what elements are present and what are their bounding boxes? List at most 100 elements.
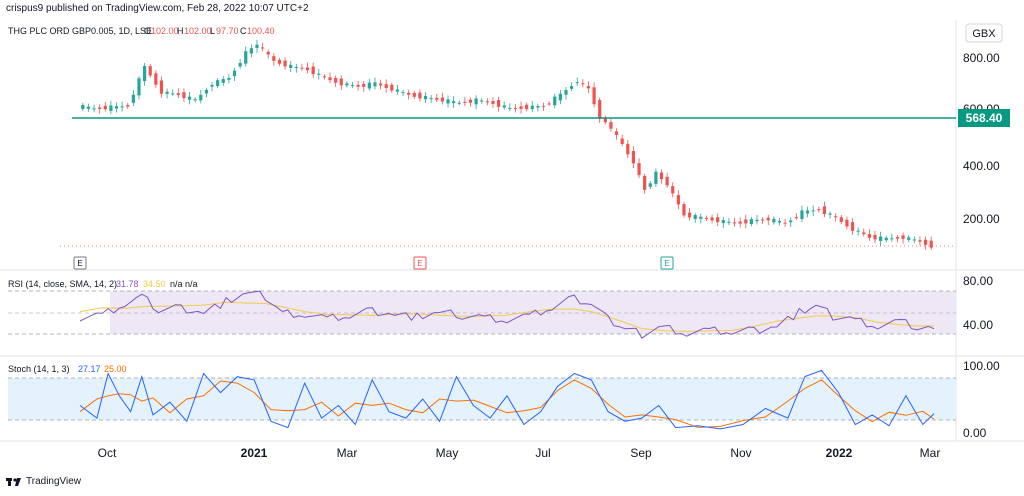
event-markers[interactable]: E E E [73, 256, 674, 270]
candle-body [822, 206, 827, 215]
candle-body [244, 51, 248, 64]
price-axis: 800.00 600.00 400.00 200.00 [963, 51, 1000, 226]
candle-body [373, 82, 377, 87]
candle-body [384, 84, 388, 89]
candle-body [193, 99, 197, 101]
candle-body [143, 66, 147, 82]
candle-body [901, 235, 905, 239]
candle-body [867, 233, 871, 238]
candle-body [81, 105, 85, 110]
pane-dividers [0, 20, 1024, 442]
candle-body [918, 240, 922, 242]
time-tick-label: 2021 [241, 446, 268, 460]
candle-body [210, 85, 214, 87]
candle-body [474, 98, 478, 105]
candle-body [541, 105, 546, 107]
hline-price-tag [958, 109, 1010, 127]
candle-body [671, 186, 675, 194]
candle-body [525, 104, 529, 110]
currency-box[interactable] [965, 23, 1003, 43]
candle-body [485, 101, 489, 103]
candle-body [873, 234, 877, 240]
candle-body [131, 94, 135, 103]
candle-body [682, 204, 686, 216]
price-candles [81, 39, 933, 250]
candle-body [626, 143, 630, 155]
candle-body [480, 100, 484, 102]
candle-body [339, 78, 343, 86]
candle-body [794, 217, 798, 219]
candle-body [777, 220, 782, 223]
earnings-marker-label: E [664, 259, 669, 268]
candle-body [423, 96, 428, 100]
candle-body [547, 103, 551, 105]
candle-body [659, 172, 664, 180]
low-label: L [210, 26, 215, 36]
rsi-line [79, 290, 935, 339]
candle-body [356, 84, 360, 87]
candle-body [407, 92, 411, 95]
candle-body [463, 101, 467, 103]
candle-body [558, 93, 562, 101]
symbol-name: THG PLC ORD GBP0.005, 1D, LSE [8, 26, 152, 36]
rsi-pane: RSI (14, close, SMA, 14, 2) 31.78 34.50 … [8, 274, 993, 335]
candle-body [699, 216, 703, 219]
candle-body [895, 237, 900, 239]
candle-body [165, 91, 169, 94]
candle-body [856, 230, 860, 232]
candle-body [598, 100, 602, 119]
candle-body [603, 117, 607, 123]
footer-brand[interactable]: TradingView [6, 476, 81, 487]
stoch-label: Stoch (14, 1, 3) [8, 364, 70, 374]
candle-body [92, 108, 96, 110]
candle-body [238, 63, 242, 67]
candle-body [390, 84, 394, 91]
stoch-k-line [79, 369, 935, 430]
candle-body [749, 219, 754, 225]
candle-body [704, 217, 709, 219]
earnings-marker [73, 256, 87, 270]
candle-body [530, 105, 534, 110]
candle-body [452, 101, 456, 104]
candle-body [513, 108, 518, 110]
candle-body [805, 210, 810, 214]
candle-body [890, 238, 894, 240]
candle-body [311, 66, 315, 75]
candle-body [395, 89, 400, 92]
candle-body [187, 96, 192, 100]
candle-body [362, 83, 366, 87]
candle-body [586, 86, 591, 89]
time-tick-label: Mar [337, 446, 358, 460]
price-tick-label: 200.00 [963, 212, 1000, 226]
earnings-marker [413, 256, 427, 270]
earnings-marker [660, 256, 674, 270]
candle-body [581, 83, 585, 85]
candle-body [126, 105, 130, 107]
candle-body [643, 175, 647, 190]
candle-body [137, 78, 141, 96]
earnings-marker-label: E [417, 259, 422, 268]
candle-body [435, 97, 439, 100]
candle-body [817, 209, 821, 211]
candle-body [496, 100, 501, 107]
candle-body [907, 237, 911, 240]
candle-body [216, 80, 220, 87]
candle-body [272, 56, 276, 61]
stoch-tick-label: 100.00 [963, 359, 1000, 373]
candle-body [103, 105, 107, 110]
candle-body [676, 195, 680, 205]
candle-body [401, 92, 405, 94]
rsi-lines [79, 290, 935, 339]
candle-body [789, 220, 793, 223]
candle-body [457, 102, 461, 104]
candle-body [929, 240, 933, 248]
rsi-sma-value: 34.50 [143, 279, 166, 289]
candle-body [277, 59, 282, 64]
rsi-band [110, 291, 956, 334]
candle-body [154, 73, 158, 85]
candle-body [109, 105, 113, 111]
stoch-tick-label: 0.00 [963, 426, 987, 440]
candle-body [491, 100, 495, 104]
candle-body [761, 219, 765, 221]
